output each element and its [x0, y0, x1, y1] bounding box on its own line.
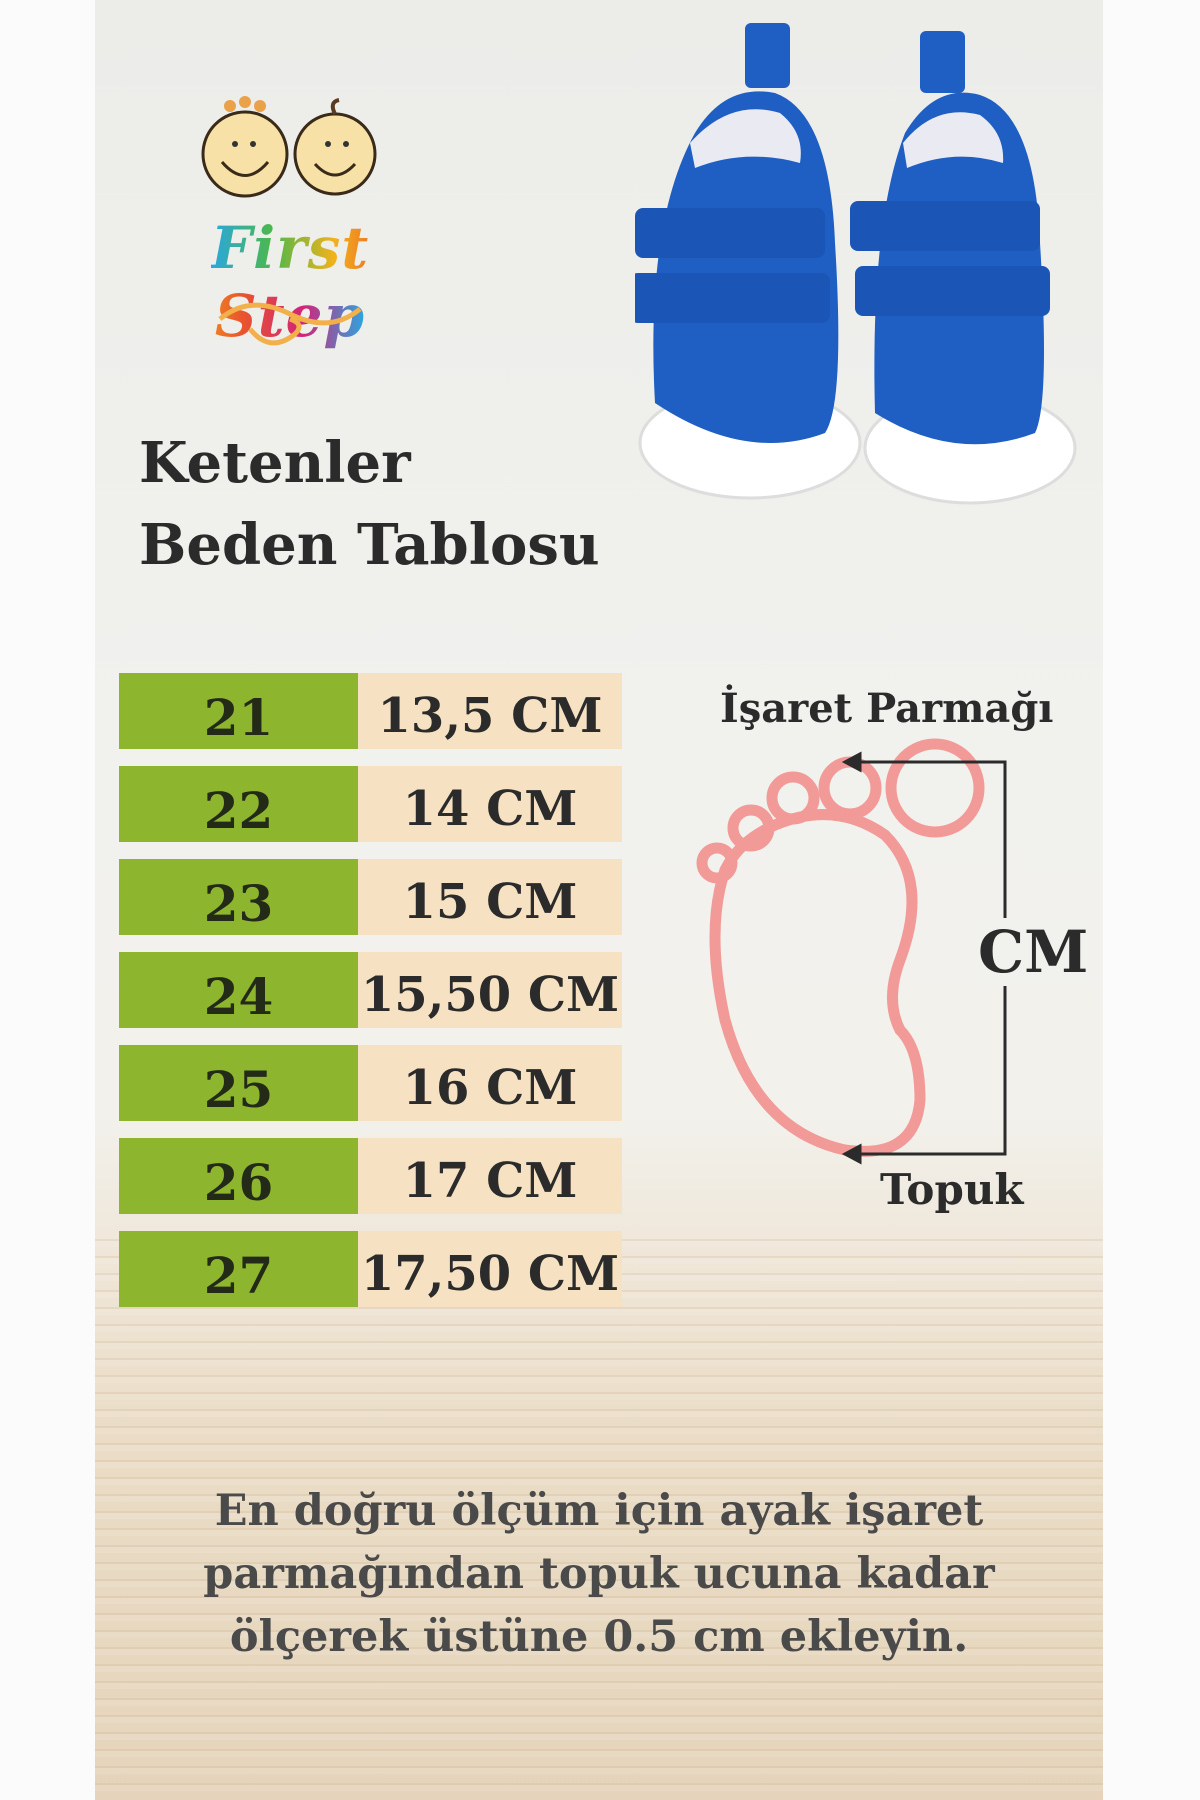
- size-cell: 23: [119, 859, 358, 935]
- shoe-right: [850, 31, 1077, 505]
- note-line: parmağından topuk ucuna kadar: [203, 1549, 995, 1599]
- length-cell: 13,5 CM: [358, 673, 622, 749]
- brand-name-text: First Step: [210, 214, 370, 350]
- shoe-left: [635, 23, 862, 500]
- size-cell: 27: [119, 1231, 358, 1307]
- measurement-note: En doğru ölçüm için ayak işaret parmağın…: [95, 1480, 1103, 1669]
- length-cell: 15 CM: [358, 859, 622, 935]
- size-row: 23 15 CM: [119, 859, 622, 935]
- shoe-photo: [635, 23, 1077, 505]
- swirl-ornament-icon: [218, 302, 362, 346]
- measure-unit-label: CM: [978, 918, 1089, 986]
- heel-label: Topuk: [880, 1165, 1024, 1214]
- size-row: 27 17,50 CM: [119, 1231, 622, 1307]
- length-cell: 17,50 CM: [358, 1231, 622, 1307]
- page-title-line1: Ketenler: [139, 430, 411, 496]
- wood-texture: [95, 1230, 1103, 1800]
- size-cell: 24: [119, 952, 358, 1028]
- size-cell: 25: [119, 1045, 358, 1121]
- size-cell: 22: [119, 766, 358, 842]
- size-cell: 26: [119, 1138, 358, 1214]
- note-line: En doğru ölçüm için ayak işaret: [214, 1486, 984, 1536]
- length-cell: 17 CM: [358, 1138, 622, 1214]
- size-row: 26 17 CM: [119, 1138, 622, 1214]
- foot-outline-icon: [696, 738, 1007, 1165]
- brand-name: First Step: [150, 214, 430, 350]
- note-line: ölçerek üstüne 0.5 cm ekleyin.: [229, 1612, 969, 1662]
- page-title-line2: Beden Tablosu: [139, 512, 600, 578]
- baby-faces-icon: [201, 96, 377, 198]
- size-row: 22 14 CM: [119, 766, 622, 842]
- size-row: 24 15,50 CM: [119, 952, 622, 1028]
- length-cell: 16 CM: [358, 1045, 622, 1121]
- length-cell: 14 CM: [358, 766, 622, 842]
- length-cell: 15,50 CM: [358, 952, 622, 1028]
- size-row: 21 13,5 CM: [119, 673, 622, 749]
- size-cell: 21: [119, 673, 358, 749]
- brand-logo: First Step: [150, 74, 430, 359]
- index-finger-label: İşaret Parmağı: [720, 685, 1054, 732]
- size-row: 25 16 CM: [119, 1045, 622, 1121]
